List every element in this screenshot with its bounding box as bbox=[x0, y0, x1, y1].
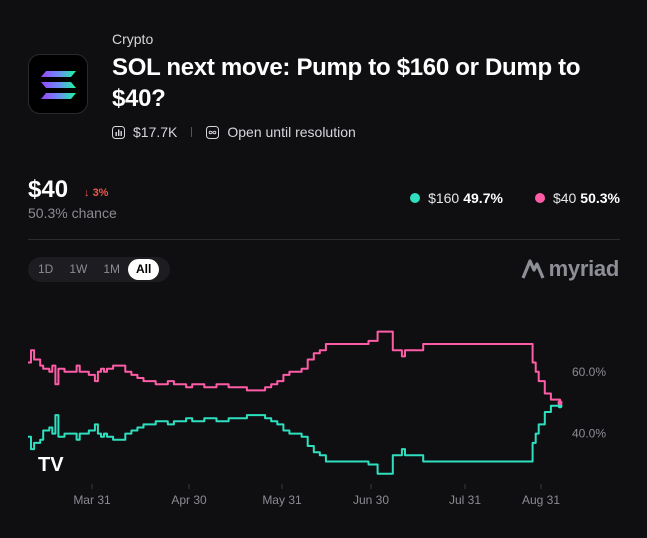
market-category: Crypto bbox=[112, 31, 154, 47]
market-volume: $17.7K bbox=[133, 124, 178, 140]
legend-dot bbox=[410, 193, 421, 203]
series-endpoint bbox=[557, 400, 563, 406]
myriad-logo: myriad bbox=[521, 256, 619, 282]
price-change: ↓ 3% bbox=[84, 187, 109, 199]
range-1w[interactable]: 1W bbox=[69, 262, 88, 276]
arrow-down-icon: ↓ bbox=[84, 187, 90, 199]
infinity-icon bbox=[206, 125, 220, 139]
market-status: Open until resolution bbox=[227, 124, 356, 140]
price-summary: $40 ↓ 3% 50.3% chance $160 49.7% $40 50.… bbox=[28, 176, 620, 226]
x-tick-label: Apr 30 bbox=[171, 493, 207, 507]
price-history-chart[interactable]: Mar 31 Apr 30 May 31 Jun 30 Jul 31 Aug 31 60.… bbox=[0, 290, 647, 538]
selected-price: $40 bbox=[28, 176, 69, 203]
legend-item-160[interactable]: $160 49.7% bbox=[410, 190, 503, 206]
y-axis: 60.0% 40.0% bbox=[572, 365, 606, 441]
legend-label: $40 bbox=[552, 190, 577, 206]
solana-logo bbox=[28, 54, 88, 114]
x-tick-label: Jul 31 bbox=[449, 493, 481, 507]
time-range-selector: 1D 1W 1M All bbox=[28, 257, 170, 282]
x-tick-label: May 31 bbox=[262, 493, 302, 507]
brand-name: myriad bbox=[548, 256, 620, 281]
x-tick-label: Aug 31 bbox=[522, 493, 560, 507]
x-tick-label: Mar 31 bbox=[73, 493, 111, 507]
legend-label: $160 bbox=[428, 190, 460, 206]
legend-value: 49.7% bbox=[463, 190, 503, 206]
selected-chance: 50.3% chance bbox=[28, 205, 117, 221]
tradingview-logo: TV bbox=[38, 454, 64, 476]
y-tick-label: 60.0% bbox=[572, 365, 606, 379]
chart-series bbox=[28, 330, 563, 475]
legend-dot bbox=[534, 193, 545, 203]
outcome-legend: $160 49.7% $40 50.3% bbox=[410, 190, 620, 206]
range-1m[interactable]: 1M bbox=[103, 262, 121, 276]
volume-chart-icon bbox=[112, 125, 125, 139]
legend-item-40[interactable]: $40 50.3% bbox=[534, 190, 620, 206]
y-tick-label: 40.0% bbox=[572, 427, 606, 441]
market-meta: $17.7K Open until resolution bbox=[112, 124, 356, 140]
series-line bbox=[28, 404, 560, 475]
series-line bbox=[28, 330, 561, 403]
myriad-mark-icon bbox=[521, 259, 545, 279]
x-tick-label: Jun 30 bbox=[353, 493, 389, 507]
range-all[interactable]: All bbox=[128, 259, 160, 280]
meta-separator bbox=[191, 127, 193, 137]
range-1d[interactable]: 1D bbox=[38, 262, 54, 276]
market-title: SOL next move: Pump to $160 or Dump to $… bbox=[112, 54, 581, 112]
svg-text:TV: TV bbox=[38, 454, 64, 476]
divider bbox=[28, 239, 620, 240]
x-axis: Mar 31 Apr 30 May 31 Jun 30 Jul 31 Aug 31 bbox=[73, 484, 560, 507]
legend-value: 50.3% bbox=[580, 190, 620, 206]
market-header: Crypto SOL next move: Pump to $160 or Du… bbox=[28, 28, 619, 148]
